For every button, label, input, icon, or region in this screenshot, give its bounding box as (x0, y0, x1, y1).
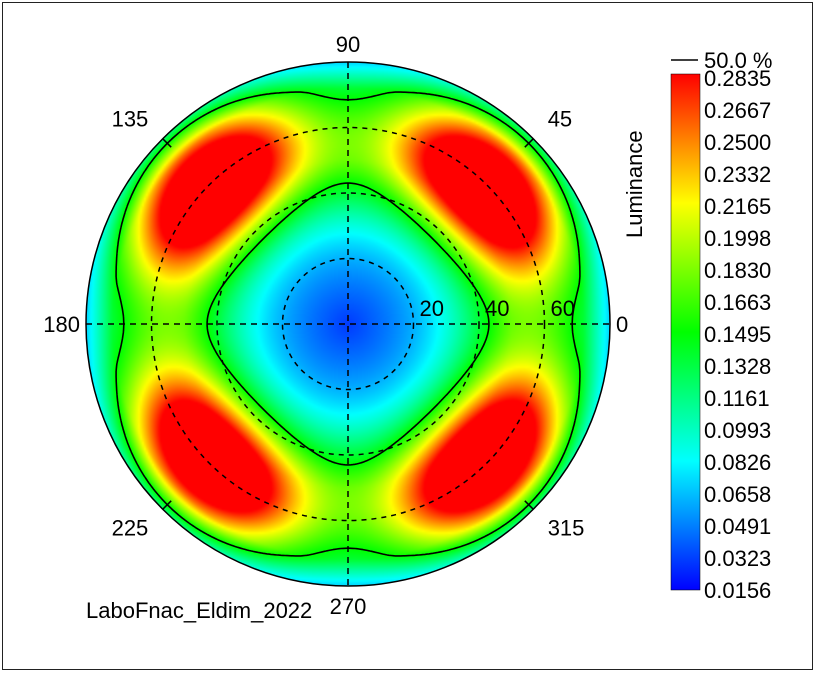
contour-legend-label: 50.0 % (704, 48, 773, 73)
angle-tick-225 (162, 500, 172, 510)
angle-label-0: 0 (616, 312, 628, 337)
colorbar-tick-label: 0.0658 (704, 482, 771, 507)
angle-tick-45 (524, 138, 534, 148)
angle-label-135: 135 (112, 106, 149, 131)
angle-label-45: 45 (548, 106, 572, 131)
colorbar-tick-label: 0.0491 (704, 514, 771, 539)
footer-text: LaboFnac_Eldim_2022 (86, 598, 312, 623)
colorbar-tick-label: 0.1161 (704, 386, 770, 411)
radial-label-60: 60 (551, 296, 575, 321)
angle-tick-135 (162, 138, 172, 148)
angle-label-225: 225 (112, 516, 149, 541)
colorbar-tick-label: 0.1328 (704, 354, 771, 379)
polar-grid (86, 62, 610, 586)
colorbar-tick-label: 0.0826 (704, 450, 771, 475)
colorbar-tick-label: 0.2500 (704, 130, 771, 155)
grid-ring-20 (281, 257, 415, 391)
angle-label-90: 90 (336, 32, 360, 57)
radial-label-20: 20 (420, 296, 444, 321)
grid-ring-60 (150, 126, 546, 522)
angle-label-270: 270 (330, 594, 367, 619)
colorbar-tick-label: 0.1663 (704, 290, 771, 315)
colorbar-ticks: 0.2835 0.2667 0.2500 0.2332 0.2165 0.1998 0.18… (704, 66, 771, 603)
angle-labels: 0 45 90 135 180 225 270 315 (43, 32, 628, 619)
colorbar-tick-label: 0.0156 (704, 578, 771, 603)
angle-label-180: 180 (43, 312, 80, 337)
angle-label-315: 315 (548, 516, 585, 541)
luminance-heatmap (86, 62, 610, 586)
heatmap-layer (86, 62, 610, 586)
colorbar (670, 73, 701, 591)
grid-ring-40 (216, 192, 480, 456)
radial-label-40: 40 (485, 296, 509, 321)
colorbar-tick-label: 0.1830 (704, 258, 771, 283)
colorbar-tick-label: 0.2835 (704, 66, 771, 91)
colorbar-label: Luminance (622, 130, 647, 238)
colorbar-tick-label: 0.1998 (704, 226, 771, 251)
colorbar-tick-label: 0.2332 (704, 162, 771, 187)
angle-tick-315 (524, 500, 534, 510)
colorbar-tick-label: 0.2667 (704, 98, 771, 123)
contour-50-percent (115, 91, 581, 557)
colorbar-tick-label: 0.1495 (704, 322, 771, 347)
colorbar-tick-label: 0.0323 (704, 546, 771, 571)
colorbar-tick-label: 0.0993 (704, 418, 771, 443)
radial-labels: 20 40 60 (420, 296, 575, 321)
colorbar-tick-label: 0.2165 (704, 194, 771, 219)
